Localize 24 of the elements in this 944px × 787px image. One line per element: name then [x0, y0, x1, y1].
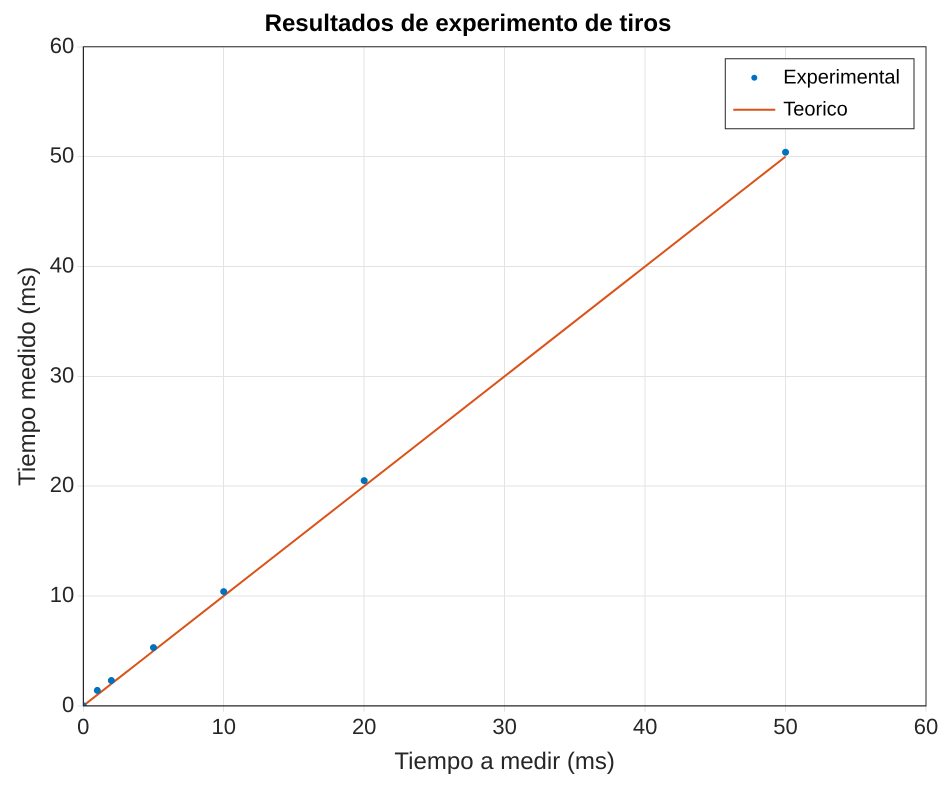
x-tick-label: 40	[632, 714, 658, 740]
y-axis-title: Tiempo medido (ms)	[14, 266, 42, 486]
y-tick-label: 60	[50, 32, 74, 58]
x-tick-label: 20	[352, 714, 376, 740]
x-tick-label: 10	[211, 714, 236, 740]
point	[94, 686, 101, 694]
legend-label: Experimental	[783, 66, 900, 88]
x-tick-label: 50	[773, 714, 798, 740]
y-tick-label: 40	[50, 252, 74, 278]
point	[108, 677, 115, 684]
y-tick-label: 10	[50, 582, 74, 608]
chart-title: Resultados de experimento de tiros	[264, 10, 672, 38]
y-tick-label: 0	[62, 692, 74, 717]
point	[782, 148, 790, 156]
y-tick-label: 30	[50, 362, 74, 388]
legend-label: Teorico	[783, 98, 848, 120]
point	[150, 644, 157, 652]
x-axis-title: Tiempo a medir (ms)	[394, 748, 615, 776]
point	[360, 477, 368, 484]
y-tick-label: 20	[50, 472, 74, 498]
y-tick-label: 50	[50, 142, 74, 168]
x-tick-label: 60	[914, 714, 938, 740]
x-tick-label: 30	[492, 714, 517, 740]
point	[220, 588, 228, 596]
